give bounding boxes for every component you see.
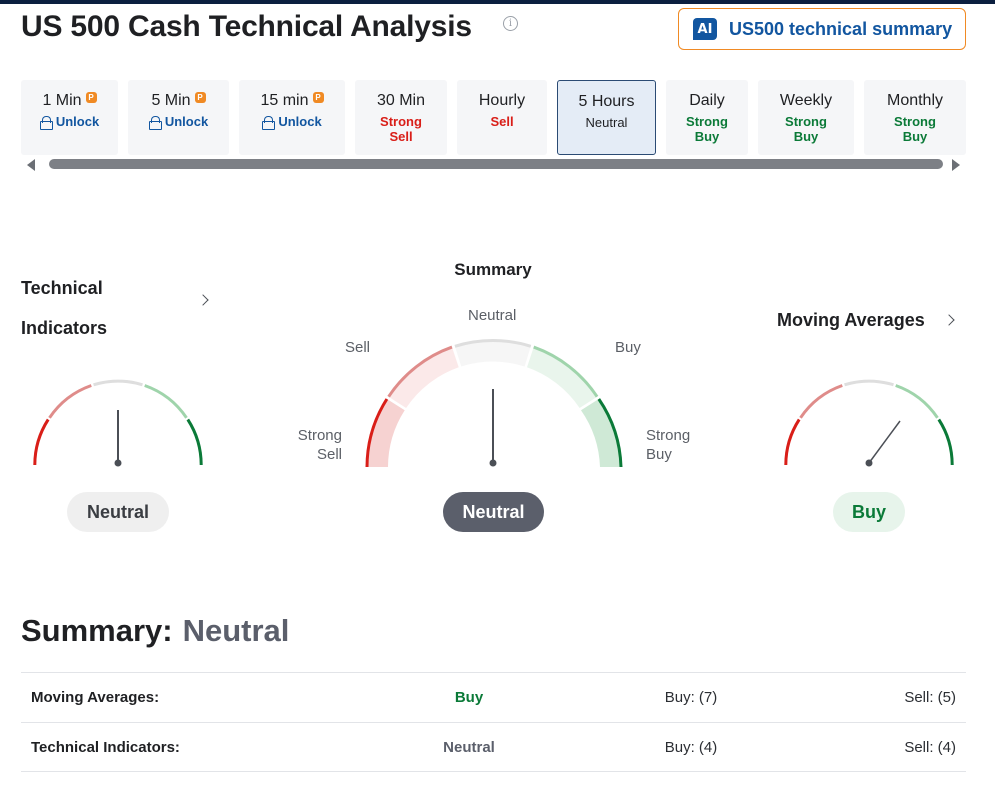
- tab-label: 30 Min: [376, 92, 426, 109]
- tab-15-min[interactable]: 15 min P Unlock: [239, 80, 345, 155]
- ai-icon: AI: [693, 18, 717, 40]
- unlock-link[interactable]: Unlock: [55, 114, 100, 129]
- summary-heading-label: Summary:: [21, 613, 173, 648]
- moving-averages-title[interactable]: Moving Averages: [777, 310, 925, 330]
- tab-hourly[interactable]: Hourly Sell: [457, 80, 547, 155]
- summary-table: Moving Averages: Buy Buy: (7) Sell: (5) …: [21, 672, 966, 772]
- summary-gauge: [365, 339, 623, 468]
- gauge-strong-sell-arc: [33, 418, 50, 466]
- tab-30-min[interactable]: 30 Min Strong Sell: [355, 80, 447, 155]
- chevron-right-icon[interactable]: [197, 294, 209, 306]
- scroll-left-arrow-icon[interactable]: [27, 159, 35, 171]
- gauge-label-buy: Buy: [615, 339, 641, 356]
- row-sell-count: Sell: (5): [904, 689, 956, 706]
- tab-5-min[interactable]: 5 Min P Unlock: [128, 80, 229, 155]
- row-sell-count: Sell: (4): [904, 739, 956, 756]
- scrollbar-thumb[interactable]: [49, 159, 943, 169]
- page-title: US 500 Cash Technical Analysis: [21, 10, 472, 43]
- pro-icon: P: [194, 91, 206, 103]
- gauge-strong-buy-arc: [186, 418, 203, 466]
- row-signal: Buy: [454, 689, 484, 706]
- row-signal: Neutral: [443, 739, 495, 756]
- summary-buy-sector: [527, 347, 598, 408]
- row-buy-count: Buy: (4): [664, 739, 718, 756]
- summary-sell-sector: [388, 347, 459, 408]
- tab-status: Strong Buy: [785, 114, 827, 144]
- timeframe-tabs: 1 Min P Unlock 5 Min P Unlock 15 min P Unlo…: [21, 80, 966, 156]
- tab-status: Sell: [490, 114, 514, 129]
- tab-monthly[interactable]: Monthly Strong Buy: [864, 80, 966, 155]
- tab-status: Strong Buy: [894, 114, 936, 144]
- tab-1-min[interactable]: 1 Min P Unlock: [21, 80, 118, 155]
- tab-label: 5 Hours: [578, 93, 635, 110]
- table-row: Technical Indicators: Neutral Buy: (4) S…: [21, 722, 966, 772]
- scroll-right-arrow-icon[interactable]: [952, 159, 960, 171]
- pro-icon: P: [85, 91, 97, 103]
- tab-status: Neutral: [585, 115, 628, 130]
- gauge-pivot: [865, 459, 873, 467]
- summary-neutral-sector: [454, 340, 531, 367]
- tab-label: 1 Min: [42, 92, 82, 109]
- table-row: Moving Averages: Buy Buy: (7) Sell: (5): [21, 672, 966, 722]
- gauge-needle: [868, 420, 901, 464]
- gauge-pivot: [114, 459, 122, 467]
- tab-label: Weekly: [779, 92, 833, 109]
- ai-summary-label: US500 technical summary: [729, 18, 953, 39]
- tab-label: 5 Min: [151, 92, 191, 109]
- lock-icon: [39, 116, 53, 130]
- tab-label: Monthly: [886, 92, 944, 109]
- tab-label: 15 min: [260, 92, 309, 109]
- tab-label: Hourly: [478, 92, 526, 109]
- technical-indicators-title[interactable]: Technical Indicators: [21, 278, 108, 338]
- summary-gauge-pivot: [489, 459, 497, 467]
- chevron-right-icon[interactable]: [943, 314, 955, 326]
- summary-status-badge: Neutral: [443, 492, 544, 532]
- moving-averages-gauge: [784, 379, 954, 467]
- gauge-sell-arc: [48, 384, 92, 419]
- row-buy-count: Buy: (7): [664, 689, 718, 706]
- row-label: Technical Indicators:: [31, 739, 180, 756]
- gauge-label-neutral: Neutral: [468, 307, 517, 324]
- summary-heading-value: Neutral: [182, 613, 290, 648]
- unlock-link[interactable]: Unlock: [278, 114, 322, 129]
- summary-gauge-title: Summary: [454, 260, 532, 279]
- tab-weekly[interactable]: Weekly Strong Buy: [758, 80, 854, 155]
- technical-indicators-status-badge: Neutral: [67, 492, 169, 532]
- technical-indicators-gauge: [33, 379, 203, 467]
- tab-status: Strong Buy: [686, 114, 728, 144]
- summary-heading: Summary: Neutral: [21, 613, 289, 649]
- gauge-label-strong-sell: Strong Sell: [297, 427, 342, 463]
- pro-icon: P: [312, 91, 324, 103]
- unlock-link[interactable]: Unlock: [164, 114, 209, 129]
- row-label: Moving Averages:: [31, 689, 160, 706]
- tab-5-hours[interactable]: 5 Hours Neutral: [557, 80, 656, 155]
- ai-technical-summary-button[interactable]: AI US500 technical summary: [678, 8, 966, 50]
- moving-averages-status-badge: Buy: [833, 492, 905, 532]
- gauge-label-sell: Sell: [345, 339, 371, 356]
- gauge-label-strong-buy: Strong Buy: [646, 427, 691, 463]
- summary-strong-buy-sector: [581, 399, 621, 467]
- tab-daily[interactable]: Daily Strong Buy: [666, 80, 748, 155]
- gauge-neutral-arc: [93, 379, 143, 387]
- lock-icon: [148, 116, 162, 130]
- tabs-scrollbar[interactable]: [21, 157, 966, 173]
- tab-label: Daily: [689, 92, 725, 109]
- top-accent-bar: [0, 0, 995, 4]
- gauge-buy-arc: [144, 384, 188, 419]
- summary-strong-sell-sector: [367, 399, 405, 467]
- lock-icon: [262, 116, 276, 130]
- info-icon[interactable]: i: [503, 16, 518, 31]
- tab-status: Strong Sell: [380, 114, 422, 144]
